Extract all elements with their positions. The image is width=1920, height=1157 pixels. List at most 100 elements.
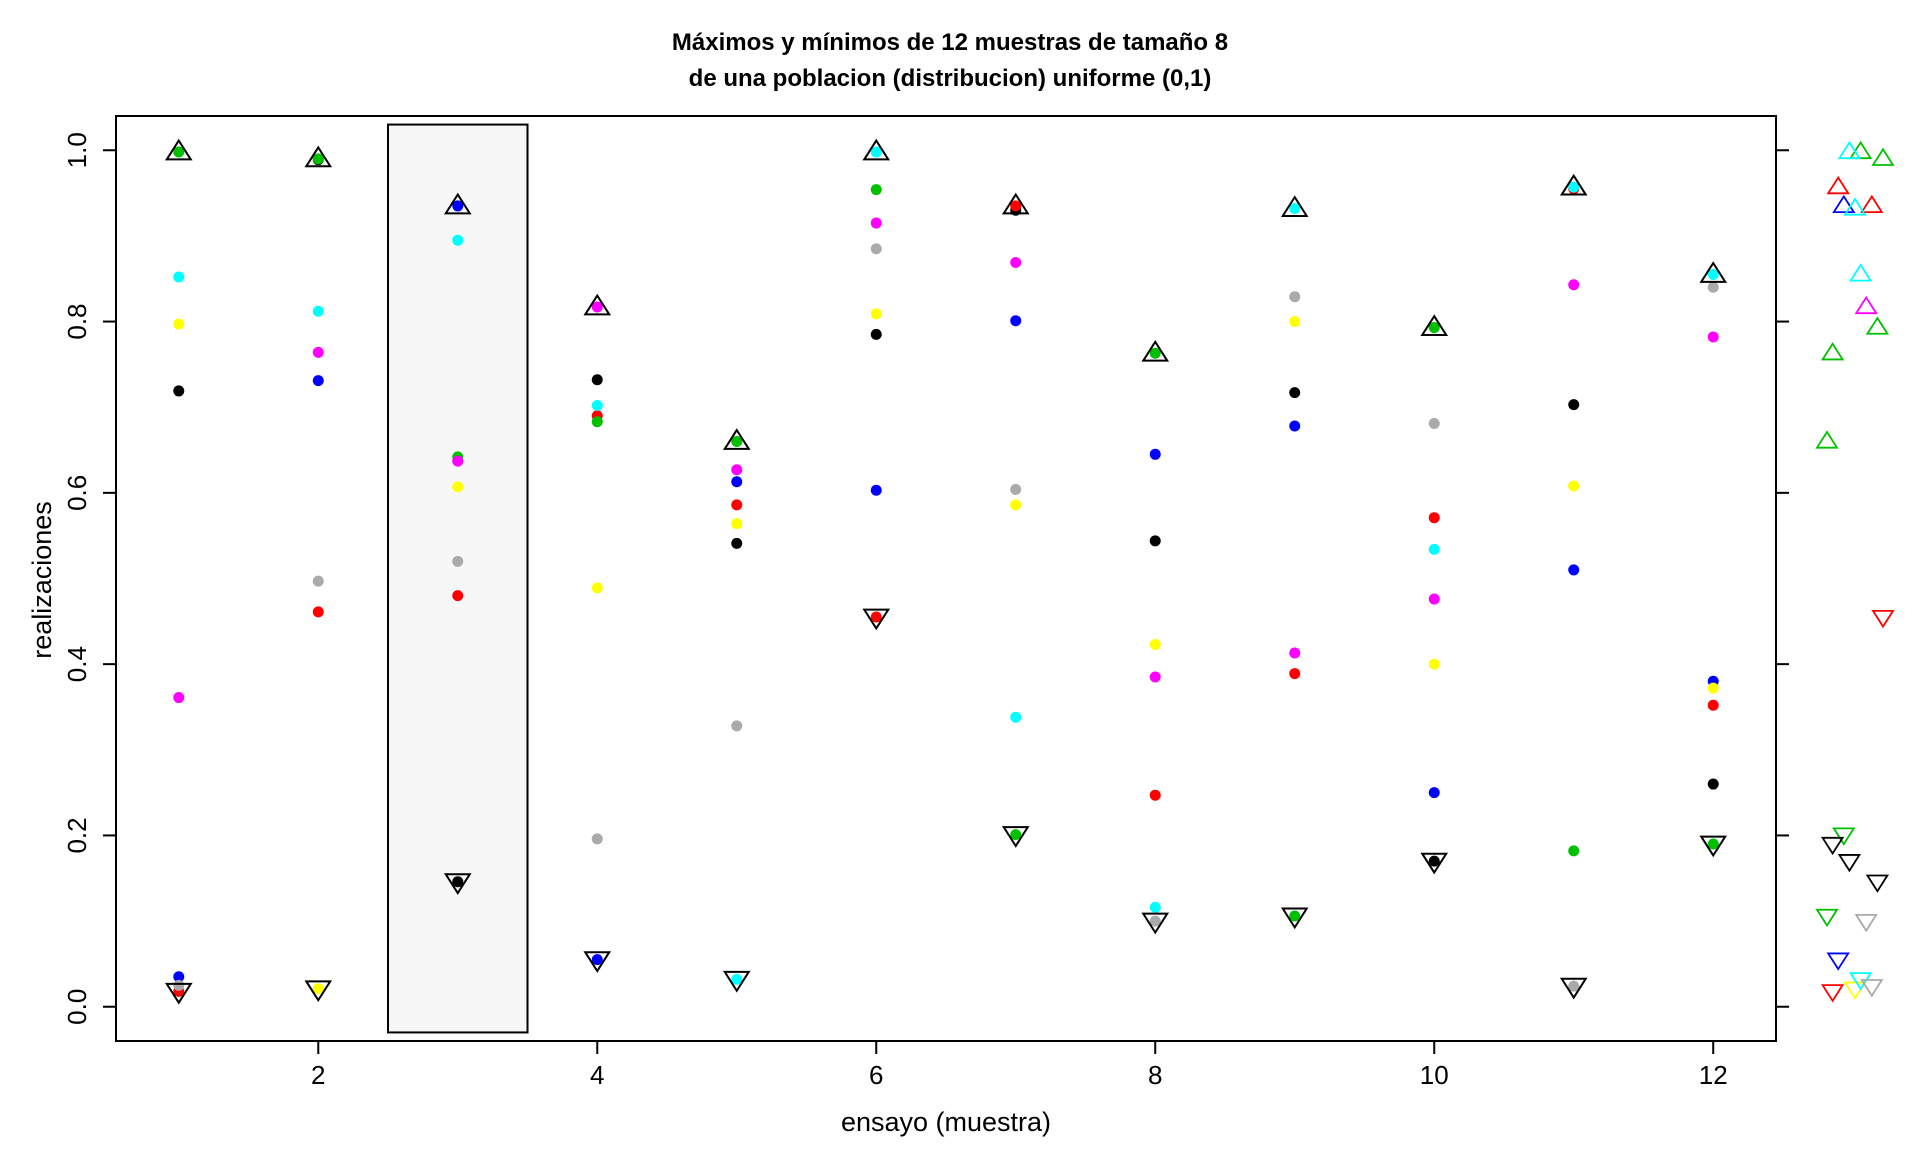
data-point bbox=[1428, 417, 1440, 429]
data-point bbox=[870, 146, 882, 158]
minimum-marker bbox=[164, 982, 193, 1005]
data-point bbox=[452, 555, 464, 567]
data-point bbox=[731, 476, 743, 488]
data-point bbox=[452, 590, 464, 602]
x-tick-label: 4 bbox=[590, 1060, 604, 1090]
data-point bbox=[1568, 480, 1580, 492]
maximum-marker bbox=[164, 138, 193, 161]
data-point bbox=[591, 833, 603, 845]
minimum-marker bbox=[443, 873, 472, 895]
maximum-marker bbox=[1001, 192, 1030, 215]
data-point bbox=[312, 375, 324, 387]
margin-minimum-marker bbox=[1843, 981, 1867, 1000]
minimum-marker bbox=[1420, 852, 1449, 875]
margin-maximum-marker bbox=[1832, 194, 1856, 214]
data-point bbox=[1289, 647, 1301, 659]
chart-title-line-2: de una poblacion (distribucion) uniforme… bbox=[689, 65, 1212, 92]
data-point bbox=[1568, 399, 1580, 411]
data-point bbox=[452, 455, 464, 467]
data-point bbox=[452, 234, 464, 246]
data-point bbox=[1707, 699, 1719, 711]
margin-minimum-marker bbox=[1865, 874, 1890, 893]
margin-minimum-marker bbox=[1820, 984, 1845, 1003]
minimum-marker bbox=[583, 951, 612, 973]
chart-title-line-1: Máximos y mínimos de 12 muestras de tama… bbox=[672, 29, 1228, 56]
data-point bbox=[1568, 181, 1580, 193]
data-point bbox=[312, 346, 324, 358]
data-point bbox=[731, 518, 743, 530]
extremes-layer bbox=[164, 138, 1728, 1005]
y-tick-label: 0.0 bbox=[62, 989, 92, 1025]
x-tick-label: 2 bbox=[311, 1060, 325, 1090]
data-point bbox=[1010, 483, 1022, 495]
data-point bbox=[1149, 901, 1161, 913]
data-point bbox=[1568, 564, 1580, 576]
minimum-marker bbox=[1280, 907, 1309, 930]
data-point bbox=[1289, 203, 1301, 214]
minimum-marker bbox=[1001, 826, 1030, 848]
data-point bbox=[731, 720, 743, 732]
data-point bbox=[1289, 316, 1301, 328]
maximum-marker bbox=[1280, 195, 1309, 217]
data-point bbox=[1707, 268, 1719, 280]
maximum-marker bbox=[443, 192, 472, 215]
minimum-marker bbox=[722, 970, 751, 993]
data-point bbox=[173, 971, 185, 983]
data-point bbox=[173, 385, 185, 397]
data-point bbox=[1289, 387, 1301, 399]
x-axis-label: ensayo (muestra) bbox=[841, 1107, 1051, 1137]
data-point bbox=[1707, 838, 1719, 850]
margin-minimum-marker bbox=[1854, 913, 1878, 933]
data-point bbox=[1149, 638, 1161, 650]
points-layer bbox=[173, 146, 1719, 997]
data-point bbox=[1149, 789, 1161, 801]
data-point bbox=[312, 983, 324, 995]
data-point bbox=[173, 979, 185, 991]
margin-maximum-marker bbox=[1860, 194, 1884, 214]
maximum-marker bbox=[1559, 173, 1588, 196]
margin-minimum-marker bbox=[1815, 908, 1839, 928]
margin-minimum-marker bbox=[1848, 972, 1873, 991]
data-point bbox=[1707, 331, 1719, 343]
highlight-layer bbox=[387, 123, 529, 1034]
maximum-marker bbox=[862, 138, 891, 161]
data-point bbox=[1428, 787, 1440, 799]
margin-maximum-marker bbox=[1854, 295, 1878, 315]
margin-maximum-marker bbox=[1848, 263, 1873, 282]
plot-frame bbox=[115, 115, 1777, 1042]
data-point bbox=[731, 499, 743, 511]
data-point bbox=[591, 416, 603, 428]
data-point bbox=[173, 318, 185, 330]
data-point bbox=[591, 582, 603, 594]
data-point bbox=[1149, 347, 1161, 359]
x-tick-label: 12 bbox=[1699, 1060, 1728, 1090]
margin-maximum-marker bbox=[1837, 140, 1862, 160]
data-point bbox=[870, 308, 882, 320]
data-point bbox=[1428, 593, 1440, 605]
data-point bbox=[1568, 845, 1580, 857]
maximum-marker bbox=[304, 145, 333, 168]
axes-layer: 2 4 6 8 10 12 0.0 0.2 0.4 0.6 0.8 1.0 bbox=[62, 132, 1789, 1090]
margin-minimum-marker bbox=[1871, 609, 1895, 629]
data-point bbox=[870, 217, 882, 229]
margin-extremes-layer bbox=[1815, 140, 1895, 1003]
margin-minimum-marker bbox=[1832, 827, 1856, 846]
x-tick-label: 10 bbox=[1420, 1060, 1449, 1090]
data-point bbox=[1707, 682, 1719, 694]
data-point bbox=[1707, 778, 1719, 790]
margin-minimum-marker bbox=[1837, 854, 1862, 873]
y-tick-label: 0.4 bbox=[62, 646, 92, 682]
data-point bbox=[731, 464, 743, 476]
data-point bbox=[1010, 315, 1022, 327]
data-point bbox=[452, 481, 464, 493]
maximum-marker bbox=[722, 428, 751, 450]
data-point bbox=[591, 954, 603, 966]
highlighted-sample-box bbox=[387, 123, 529, 1034]
data-point bbox=[452, 876, 464, 888]
margin-maximum-marker bbox=[1826, 175, 1850, 195]
y-tick-label: 0.8 bbox=[62, 303, 92, 339]
y-tick-label: 1.0 bbox=[62, 132, 92, 168]
data-point bbox=[1010, 829, 1022, 841]
margin-maximum-marker bbox=[1848, 140, 1873, 160]
data-point bbox=[173, 271, 185, 283]
